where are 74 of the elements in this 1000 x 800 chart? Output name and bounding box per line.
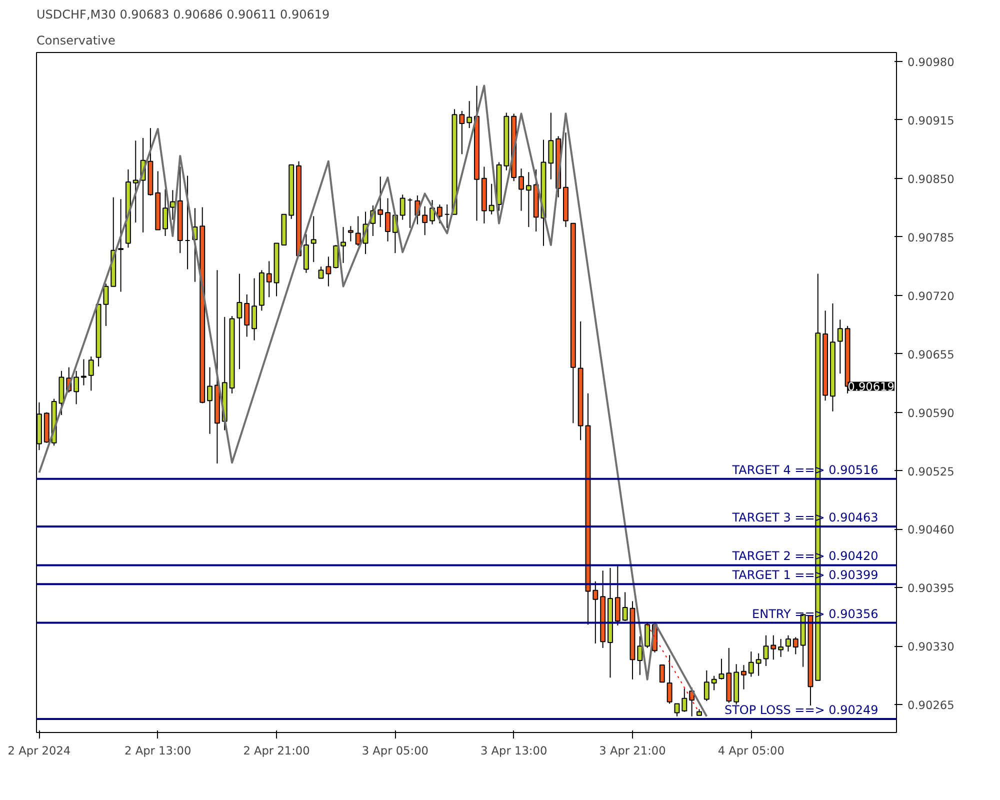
candlestick	[466, 100, 472, 129]
candlestick	[162, 188, 168, 236]
candlestick	[644, 622, 650, 648]
candlestick	[118, 198, 124, 292]
candlestick	[488, 183, 494, 215]
candlestick	[659, 664, 665, 683]
x-tick-label: 4 Apr 05:00	[718, 744, 784, 758]
candlestick	[348, 226, 354, 242]
y-tick-label: 0.90785	[908, 230, 954, 244]
y-tick-label: 0.90915	[908, 113, 954, 128]
candlestick	[518, 168, 524, 212]
candlestick	[340, 226, 346, 264]
candlestick	[266, 260, 272, 298]
candlestick	[711, 675, 717, 691]
candlestick	[400, 194, 406, 220]
candlestick	[741, 664, 746, 690]
x-tick-label: 2 Apr 2024	[8, 744, 71, 758]
candlestick	[763, 634, 769, 666]
candlestick	[385, 198, 390, 242]
candlestick	[310, 216, 316, 263]
chart-subtitle: Conservative	[36, 34, 116, 48]
candlestick	[682, 688, 688, 712]
y-tick-label: 0.90655	[908, 347, 954, 362]
candlestick	[244, 294, 250, 338]
candlestick	[436, 204, 442, 224]
candlestick	[378, 176, 384, 228]
candlestick	[770, 634, 776, 660]
x-tick-label: 3 Apr 13:00	[480, 744, 548, 758]
candlestick	[318, 266, 324, 279]
candlestick	[422, 206, 428, 236]
candlestick	[207, 366, 213, 434]
x-tick-label: 2 Apr 21:00	[243, 744, 310, 758]
y-tick-label: 0.90460	[908, 522, 954, 537]
annotation: 0.90619	[848, 380, 895, 394]
candlestick	[786, 634, 791, 652]
candlestick	[252, 278, 258, 341]
candlestick	[355, 216, 361, 246]
y-tick-label: 0.90850	[908, 172, 954, 186]
candlestick	[792, 636, 798, 655]
ref-line-label: STOP LOSS ==> 0.90249	[724, 703, 878, 718]
line-series	[38, 84, 708, 718]
candlestick	[637, 636, 643, 676]
candlestick	[748, 651, 754, 678]
candlestick	[756, 652, 762, 676]
y-tick-label: 0.90525	[908, 464, 954, 478]
candlestick	[236, 273, 242, 370]
candlestick	[333, 244, 339, 269]
candlestick	[74, 370, 80, 405]
candlestick	[132, 140, 138, 223]
candlestick	[778, 638, 784, 658]
candlestick	[526, 172, 532, 228]
y-tick-label: 0.90265	[908, 698, 954, 712]
candlestick	[103, 283, 109, 326]
candlestick	[459, 110, 465, 155]
candlestick	[548, 112, 554, 180]
candlestick	[614, 566, 620, 626]
x-tick-label: 2 Apr 13:00	[124, 744, 192, 758]
chart-title: USDCHF,M30 0.90683 0.90686 0.90611 0.90619	[36, 8, 330, 22]
candlestick	[326, 256, 332, 287]
y-tick-label: 0.90395	[908, 581, 954, 596]
candlestick	[88, 356, 94, 392]
candlestick	[592, 580, 598, 644]
candlestick	[837, 319, 843, 374]
y-tick-label: 0.90330	[908, 640, 954, 654]
candlestick	[674, 703, 680, 717]
candlestick	[666, 654, 672, 704]
y-tick-label: 0.90590	[908, 406, 954, 420]
x-tick-label: 3 Apr 05:00	[362, 744, 429, 758]
y-tick-label: 0.90980	[908, 54, 954, 69]
candlestick	[622, 592, 628, 622]
x-tick-label: 3 Apr 21:00	[599, 744, 666, 758]
candlestick	[704, 670, 710, 702]
y-tick-label: 0.90720	[908, 288, 954, 303]
candlestick	[718, 658, 724, 680]
